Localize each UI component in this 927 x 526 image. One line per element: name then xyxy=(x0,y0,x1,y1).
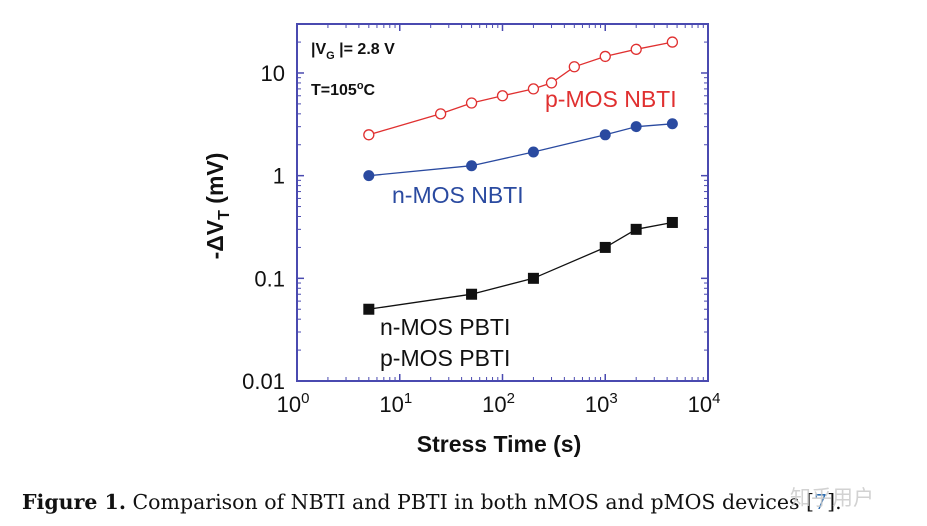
data-point-n-mos-nbti xyxy=(363,170,375,182)
x-tick-label: 104 xyxy=(688,390,721,417)
caption-text: Comparison of NBTI and PBTI in both nMOS… xyxy=(125,490,815,514)
series-label-pmos-pbti: p-MOS PBTI xyxy=(380,345,510,371)
series-line-p-mos-nbti xyxy=(368,41,673,136)
x-tick-label: 101 xyxy=(379,390,412,417)
x-axis-label: Stress Time (s) xyxy=(417,431,581,457)
data-point-p-mos-nbti xyxy=(363,129,375,141)
data-point-n-mos-pbti xyxy=(599,241,611,253)
data-point-p-mos-nbti xyxy=(434,108,447,120)
y-tick-label: 10 xyxy=(261,61,285,86)
caption-end: ]. xyxy=(827,490,842,514)
y-tick-label: 0.01 xyxy=(242,369,285,394)
data-point-n-mos-pbti xyxy=(466,288,478,300)
data-point-p-mos-nbti xyxy=(545,77,558,89)
y-tick-label: 1 xyxy=(273,164,285,189)
data-point-n-mos-nbti xyxy=(527,146,539,158)
y-tick-label: 0.1 xyxy=(254,266,285,291)
data-point-n-mos-pbti xyxy=(666,216,678,228)
series-label-pmos-nbti: p-MOS NBTI xyxy=(545,86,677,112)
annotation-temperature: T=105oC xyxy=(311,80,376,99)
figure-caption: Figure 1. Comparison of NBTI and PBTI in… xyxy=(22,490,922,514)
data-point-n-mos-pbti xyxy=(527,272,539,284)
series-line-n-mos-pbti xyxy=(368,221,673,310)
series-label-nmos-nbti: n-MOS NBTI xyxy=(392,182,524,208)
watermark: 知乎用户 xyxy=(790,486,874,510)
data-point-n-mos-nbti xyxy=(599,129,611,141)
series-layer xyxy=(363,36,679,315)
data-point-n-mos-nbti xyxy=(666,118,678,130)
x-tick-label: 103 xyxy=(585,390,618,417)
data-point-p-mos-nbti xyxy=(666,36,679,48)
data-point-p-mos-nbti xyxy=(630,43,642,55)
chart: 100 101 102 103 104 0.01 0.1 1 10 |VG |= 2.8 V T… xyxy=(202,23,721,457)
caption-label: Figure 1. xyxy=(22,490,126,514)
x-tick-label: 100 xyxy=(277,390,310,417)
data-point-p-mos-nbti xyxy=(465,97,478,109)
caption-reference-link[interactable]: 7 xyxy=(814,490,828,514)
x-tick-label: 102 xyxy=(482,390,515,417)
data-point-n-mos-pbti xyxy=(363,303,375,315)
data-point-p-mos-nbti xyxy=(496,90,509,102)
data-point-p-mos-nbti xyxy=(527,83,540,95)
series-label-nmos-pbti: n-MOS PBTI xyxy=(380,314,510,340)
annotation-vg: |VG |= 2.8 V xyxy=(311,41,395,62)
series-line-n-mos-nbti xyxy=(368,123,673,177)
data-point-n-mos-nbti xyxy=(466,160,478,172)
axis-ticks: 100 101 102 103 104 0.01 0.1 1 10 xyxy=(242,23,721,417)
y-axis-label: -ΔVT (mV) xyxy=(202,153,233,260)
data-point-p-mos-nbti xyxy=(599,50,611,63)
data-point-n-mos-pbti xyxy=(630,223,642,235)
data-point-n-mos-nbti xyxy=(630,121,642,133)
data-point-p-mos-nbti xyxy=(568,61,580,73)
